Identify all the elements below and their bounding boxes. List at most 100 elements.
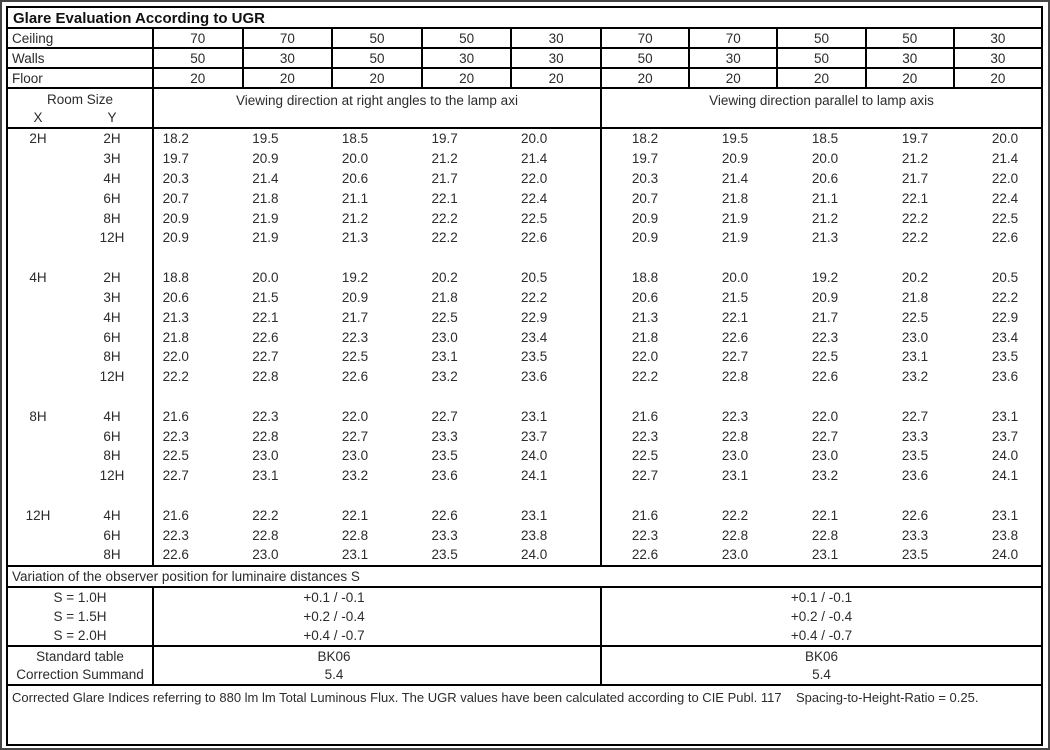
ugr-values-parallel: 20.9 21.9 21.3 22.2 22.6 [600, 230, 1050, 245]
ugr-value: 21.4 [721, 171, 749, 187]
ugr-value: 23.6 [901, 468, 929, 484]
ugr-values-right-angle: 20.7 21.8 21.1 22.1 22.4 [131, 191, 579, 206]
ugr-values-parallel: 19.7 20.9 20.0 21.2 21.4 [600, 151, 1050, 166]
ugr-value: 20.3 [162, 171, 189, 187]
ugr-value: 22.5 [901, 309, 929, 325]
ugr-value: 22.0 [341, 408, 369, 424]
parallel-section-header: Viewing direction parallel to lamp axis [709, 93, 934, 108]
room-y-value: 6H [103, 329, 121, 345]
surface-values-right-angle: 70 70 50 50 30 [154, 29, 602, 47]
ugr-value: 22.1 [721, 309, 749, 325]
value-text: BK06 [317, 648, 351, 664]
ugr-values-right-angle: 20.3 21.4 20.6 21.7 22.0 [131, 171, 579, 186]
surface-value: 30 [867, 49, 955, 67]
ugr-value: 21.9 [721, 210, 749, 226]
surface-value: 30 [512, 49, 602, 67]
ugr-values-parallel: 21.3 22.1 21.7 22.5 22.9 [600, 310, 1050, 325]
ugr-values-right-angle: 22.0 22.7 22.5 23.1 23.5 [131, 349, 579, 364]
surface-value: 50 [778, 29, 867, 47]
ugr-value: 23.1 [991, 408, 1019, 424]
ugr-values-right-angle: 22.3 22.8 22.8 23.3 23.8 [131, 528, 579, 543]
surface-value: 20 [244, 69, 334, 87]
surface-values-right-angle: 50 30 50 30 30 [154, 49, 602, 67]
ugr-value: 23.5 [431, 448, 458, 464]
room-size-header: Room Size X Y [8, 89, 154, 127]
data-row: 8H 22.6 23.0 23.1 23.5 24.0 22.6 23.0 23.1 23.5 24… [8, 545, 1041, 565]
ugr-value: 22.7 [631, 468, 659, 484]
ugr-value: 19.7 [901, 131, 929, 147]
data-row: 8H 22.0 22.7 22.5 23.1 23.5 22.0 22.7 22.5 23.1 23… [8, 347, 1041, 367]
ugr-value: 22.8 [252, 369, 279, 385]
ugr-value: 22.9 [991, 309, 1019, 325]
surface-value: 30 [512, 29, 602, 47]
ugr-value: 20.0 [721, 270, 749, 286]
data-row: 8H 4H 21.6 22.3 22.0 22.7 23.1 21.6 22.3 22.0 22.7… [8, 406, 1041, 426]
ugr-value: 23.1 [341, 547, 369, 563]
ugr-values-parallel: 22.5 23.0 23.0 23.5 24.0 [600, 448, 1050, 463]
room-y-value: 8H [103, 547, 121, 563]
surface-value: 20 [690, 69, 779, 87]
ugr-value: 22.7 [341, 428, 369, 444]
ugr-value: 21.8 [901, 289, 929, 305]
data-row: 3H 20.6 21.5 20.9 21.8 22.2 20.6 21.5 20.9 21.8 22… [8, 288, 1041, 308]
ugr-value: 22.5 [341, 349, 369, 365]
surface-rows: Ceiling 70 70 50 50 30 70 70 50 50 30 Walls 50 30 50 30… [8, 29, 1041, 89]
data-row: 6H 20.7 21.8 21.1 22.1 22.4 20.7 21.8 21.1 22.1 22… [8, 188, 1041, 208]
ugr-values-right-angle: 22.5 23.0 23.0 23.5 24.0 [131, 448, 579, 463]
data-row: 4H 20.3 21.4 20.6 21.7 22.0 20.3 21.4 20.6 21.7 22… [8, 169, 1041, 189]
ugr-values-right-angle: 19.7 20.9 20.0 21.2 21.4 [131, 151, 579, 166]
variation-row: S = 2.0H +0.4 / -0.7 +0.4 / -0.7 [8, 626, 1041, 645]
room-y-value: 3H [103, 151, 121, 167]
ugr-value: 23.2 [811, 468, 839, 484]
ugr-value: 22.0 [521, 171, 548, 187]
ugr-value: 22.2 [431, 230, 458, 246]
observer-variation-section: S = 1.0H +0.1 / -0.1 +0.1 / -0.1 S = 1.5H +0… [8, 588, 1041, 647]
ugr-value: 20.9 [631, 230, 659, 246]
ugr-value: 20.9 [811, 289, 839, 305]
surface-value: 30 [990, 50, 1006, 66]
ugr-values-parallel: 20.7 21.8 21.1 22.1 22.4 [600, 191, 1050, 206]
ugr-value: 22.6 [721, 329, 749, 345]
ugr-value: 22.2 [631, 369, 659, 385]
variation-row-value-parallel: +0.4 / -0.7 [790, 628, 853, 643]
ugr-value: 22.7 [721, 349, 749, 365]
ugr-value: 22.1 [431, 190, 458, 206]
surface-value: 20 [512, 69, 602, 87]
ugr-value: 22.6 [252, 329, 279, 345]
ugr-value: 20.5 [521, 270, 548, 286]
ugr-value: 22.4 [521, 190, 548, 206]
summary-row: Correction Summand 5.4 5.4 [8, 665, 1041, 684]
ugr-value: 22.3 [162, 428, 189, 444]
ugr-value: 23.1 [811, 547, 839, 563]
ugr-value: 22.6 [521, 230, 548, 246]
ugr-value: 23.0 [431, 329, 458, 345]
ugr-values-parallel: 20.6 21.5 20.9 21.8 22.2 [600, 290, 1050, 305]
data-row: 12H 22.2 22.8 22.6 23.2 23.6 22.2 22.8 22.6 23.2 2… [8, 367, 1041, 387]
ugr-value: 20.6 [631, 289, 659, 305]
ugr-value: 22.3 [631, 527, 659, 543]
surface-values-right-angle: 20 20 20 20 20 [154, 69, 602, 87]
room-y-value: 6H [103, 527, 121, 543]
ugr-value: 23.0 [721, 448, 749, 464]
ugr-value: 23.4 [991, 329, 1019, 345]
ugr-value: 19.7 [631, 151, 659, 167]
variation-row-value-right-angle: +0.4 / -0.7 [154, 626, 602, 645]
variation-row-label: S = 1.0H [8, 588, 154, 607]
ugr-value: 22.6 [811, 369, 839, 385]
surface-value: 20 [867, 69, 955, 87]
ugr-value: 22.7 [162, 468, 189, 484]
ugr-value: 21.8 [252, 190, 279, 206]
surface-value: 70 [154, 29, 244, 47]
surface-row: Ceiling 70 70 50 50 30 70 70 50 50 30 [8, 29, 1041, 49]
ugr-value: 22.8 [341, 527, 369, 543]
data-row: 6H 22.3 22.8 22.7 23.3 23.7 22.3 22.8 22.7 23.3 23… [8, 426, 1041, 446]
ugr-value: 22.7 [901, 408, 929, 424]
ugr-value: 18.5 [811, 131, 839, 147]
summary-row-value-right-angle: BK06 [154, 647, 602, 666]
ugr-value: 22.5 [631, 448, 659, 464]
ugr-value: 23.3 [431, 527, 458, 543]
ugr-value: 22.5 [162, 448, 189, 464]
ugr-value: 21.3 [341, 230, 369, 246]
room-y-value: 6H [103, 190, 121, 206]
ugr-value: 20.5 [991, 270, 1019, 286]
